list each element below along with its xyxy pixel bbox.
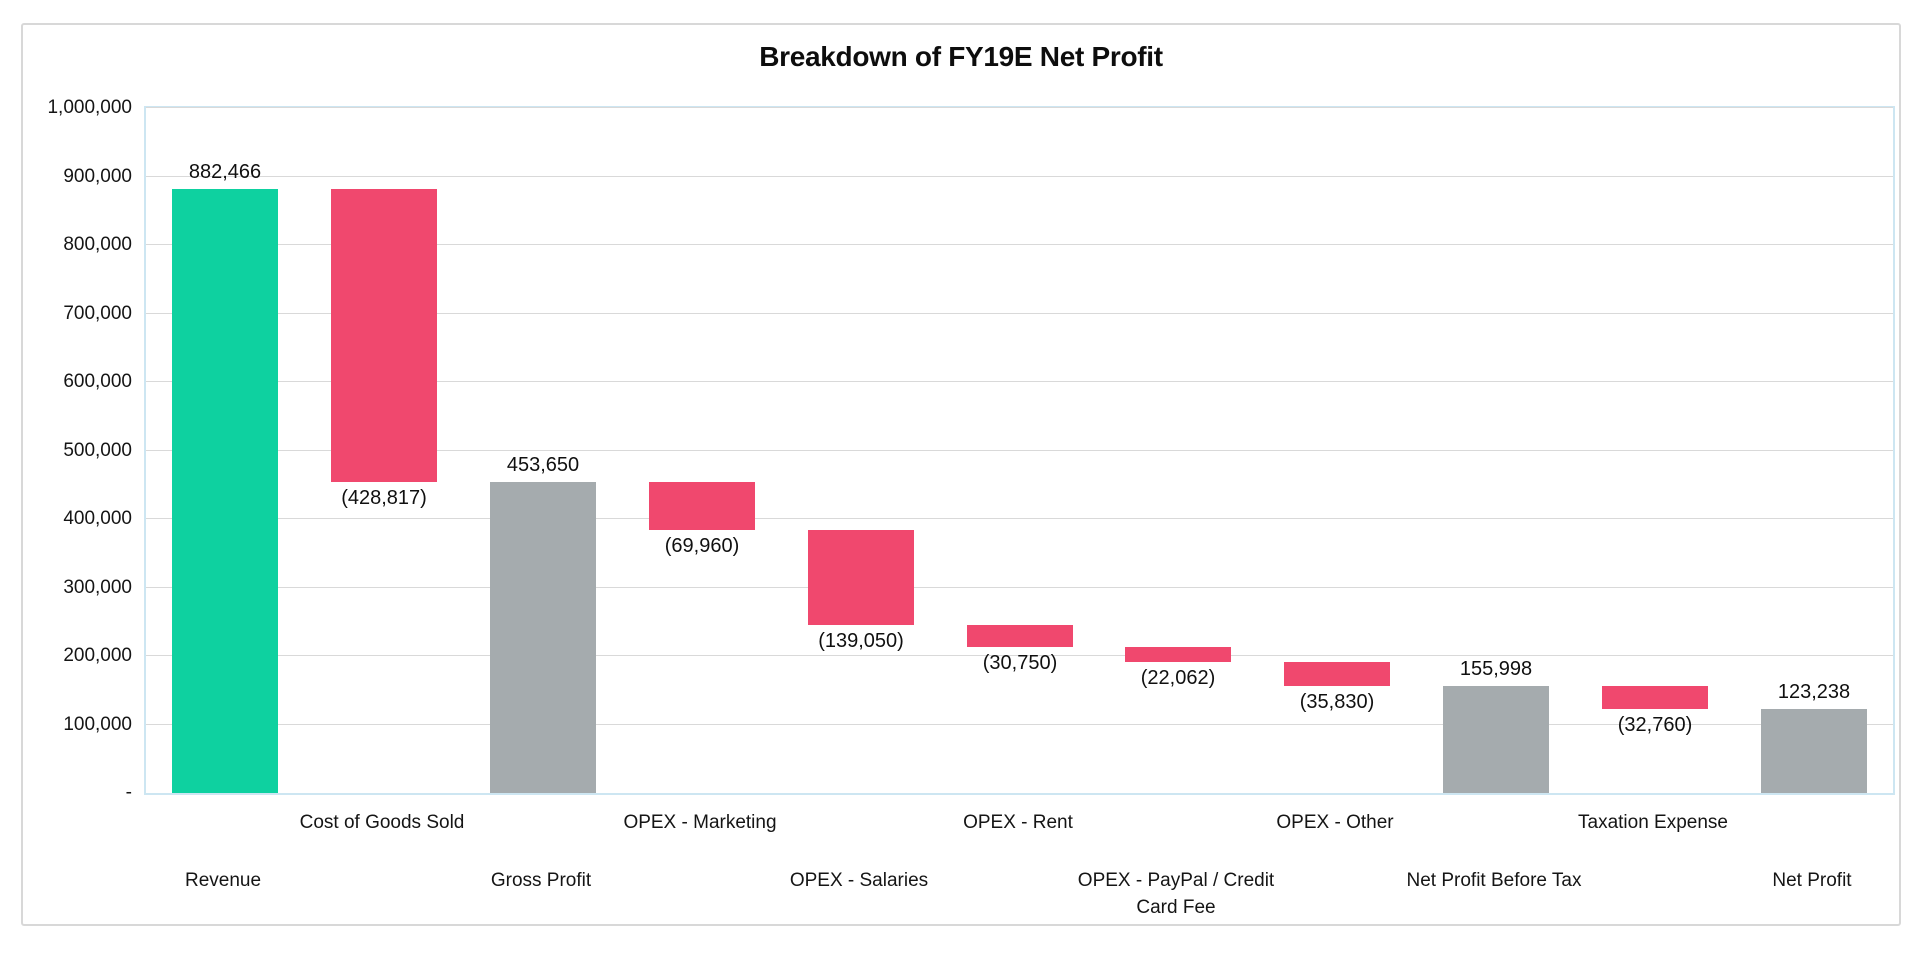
gridline [146, 107, 1893, 108]
y-tick-label: 100,000 [63, 713, 132, 735]
waterfall-bar-cost-of-goods-sold: (428,817) [331, 188, 437, 509]
gridline [146, 518, 1893, 519]
y-tick-label: 400,000 [63, 508, 132, 529]
y-tick-label: 300,000 [63, 576, 132, 598]
bar-value-label: 155,998 [1459, 658, 1533, 681]
category-label: OPEX - Marketing [623, 812, 777, 833]
category-label: Gross Profit [490, 870, 592, 891]
category-label: OPEX - Salaries [789, 870, 929, 891]
waterfall-bar-opex-other: (35,830) [1284, 661, 1390, 713]
y-tick-label: 200,000 [63, 645, 132, 666]
gridline [146, 723, 1893, 725]
category-label: Cost of Goods Sold [299, 812, 465, 833]
waterfall-bar-net-profit-before-tax: 155,998 [1443, 658, 1549, 793]
gridline [146, 244, 1893, 245]
chart-title: Breakdown of FY19E Net Profit [759, 41, 1163, 72]
y-tick-label: - [125, 782, 132, 803]
category-label: Net Profit [1772, 870, 1852, 891]
chart-frame: Breakdown of FY19E Net Profit - 100,000 20… [21, 23, 1901, 926]
waterfall-bar-revenue: 882,466 [172, 161, 278, 793]
bar-value-label: (139,050) [818, 630, 904, 653]
waterfall-bar-opex-salaries: (139,050) [808, 530, 914, 652]
y-tick-label: 500,000 [63, 439, 132, 461]
y-axis: - 100,000 200,000 300,000 400,000 500,000 600,… [23, 97, 132, 803]
waterfall-bar-opex-rent: (30,750) [967, 625, 1073, 674]
bar-value-label: (428,817) [341, 487, 427, 510]
waterfall-bar-gross-profit: 453,650 [490, 454, 596, 793]
bar-value-label: (22,062) [1140, 666, 1216, 689]
x-axis: Revenue Cost of Goods Sold Gross Profit OPE… [144, 793, 1891, 923]
y-tick-label: 600,000 [63, 371, 132, 392]
category-label: Taxation Expense [1578, 812, 1728, 833]
category-label: Net Profit Before Tax [1406, 870, 1582, 891]
category-label: OPEX - Rent [963, 812, 1073, 833]
y-tick-label: 800,000 [63, 234, 132, 255]
gridline [146, 312, 1893, 314]
y-tick-label: 900,000 [63, 165, 132, 187]
waterfall-bar-taxation-expense: (32,760) [1602, 686, 1708, 736]
gridline [146, 586, 1893, 588]
category-label: OPEX - Other [1276, 812, 1394, 833]
bar-value-label: (30,750) [982, 651, 1058, 674]
gridline [146, 381, 1893, 382]
gridline [146, 175, 1893, 177]
y-tick-label: 1,000,000 [47, 97, 132, 118]
bar-value-label: 453,650 [506, 454, 580, 477]
bar-value-label: (32,760) [1617, 713, 1693, 736]
waterfall-bar-net-profit: 123,238 [1761, 681, 1867, 793]
waterfall-bar-opex-marketing: (69,960) [649, 482, 755, 557]
y-tick-label: 700,000 [63, 302, 132, 324]
bar-value-label: 123,238 [1777, 680, 1851, 703]
category-label: OPEX - PayPal / Credit Card Fee [1077, 870, 1275, 918]
waterfall-bar-opex-paypal-credit-card-fee: (22,062) [1125, 646, 1231, 689]
bar-value-label: (35,830) [1299, 691, 1375, 714]
gridline [146, 449, 1893, 451]
bar-value-label: 882,466 [188, 160, 262, 183]
gridline [146, 655, 1893, 656]
plot-area: 882,466 (428,817) 453,650 (69,960) (139,050)… [144, 106, 1895, 795]
category-label: Revenue [184, 870, 262, 891]
bar-value-label: (69,960) [664, 535, 740, 558]
